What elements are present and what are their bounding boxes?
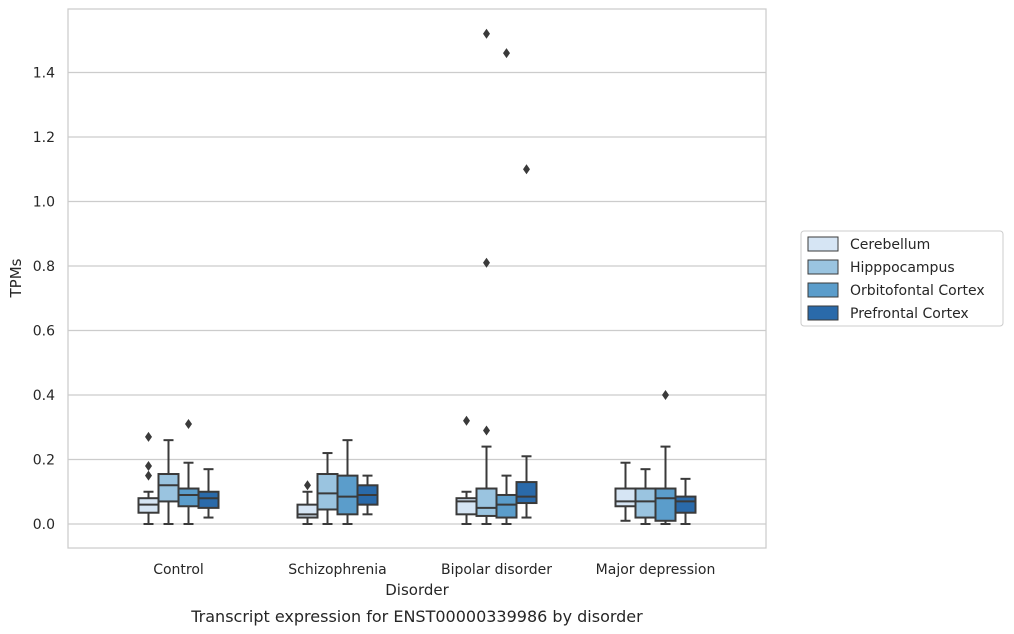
- outlier-point: [483, 28, 490, 39]
- box-iqr: [634, 487, 657, 519]
- outlier-point: [145, 460, 152, 471]
- y-tick-label: 1.0: [33, 195, 55, 211]
- legend-swatch: [807, 259, 839, 275]
- box-cerebellum: [455, 415, 478, 525]
- box-hipppocampus: [634, 468, 657, 525]
- x-axis-label: Disorder: [385, 581, 449, 599]
- box-iqr: [495, 493, 518, 519]
- box-iqr: [316, 473, 339, 511]
- y-tick-label: 0.4: [33, 388, 55, 404]
- box-cerebellum: [296, 480, 319, 525]
- y-tick-label: 0.2: [33, 453, 55, 469]
- box-cerebellum: [137, 431, 160, 525]
- box-iqr: [177, 487, 200, 508]
- y-tick-label: 1.2: [33, 130, 55, 146]
- chart-caption: Transcript expression for ENST0000033998…: [190, 607, 643, 626]
- box-hipppocampus: [157, 439, 180, 525]
- plot-frame: [67, 8, 767, 549]
- y-tick-label: 1.4: [33, 66, 55, 82]
- legend-entry: Orbitofontal Cortex: [850, 283, 985, 299]
- box-iqr: [475, 487, 498, 517]
- box-plot-groups: [137, 28, 697, 525]
- box-iqr: [515, 481, 538, 505]
- box-iqr: [654, 487, 677, 522]
- y-tick-labels: 0.0 0.2 0.4 0.6 0.8 1.0 1.2 1.4: [33, 66, 55, 534]
- box-orbitofontal-cortex: [495, 48, 518, 525]
- legend-swatch: [807, 305, 839, 321]
- y-tick-label: 0.0: [33, 517, 55, 533]
- box-iqr: [157, 473, 180, 503]
- box-cerebellum: [614, 461, 637, 522]
- x-tick-label: Major depression: [596, 562, 716, 578]
- box-iqr: [336, 474, 359, 516]
- x-tick-label: Schizophrenia: [288, 562, 386, 578]
- legend-entry: Prefrontal Cortex: [850, 306, 969, 322]
- y-axis-label: TPMs: [7, 258, 25, 298]
- outlier-point: [145, 470, 152, 481]
- legend-frame: [800, 230, 1004, 327]
- outlier-point: [523, 164, 530, 175]
- box-orbitofontal-cortex: [177, 419, 200, 525]
- box-iqr: [674, 495, 697, 514]
- legend-entry: Hipppocampus: [850, 260, 955, 276]
- box-orbitofontal-cortex: [336, 439, 359, 525]
- outlier-point: [662, 390, 669, 400]
- y-tick-label: 0.8: [33, 259, 55, 275]
- outlier-point: [503, 48, 510, 59]
- outlier-point: [145, 431, 152, 442]
- legend: Cerebellum Hipppocampus Orbitofontal Corte…: [800, 230, 1004, 327]
- box-hipppocampus: [316, 452, 339, 525]
- box-iqr: [197, 490, 220, 509]
- x-tick-label: Bipolar disorder: [441, 562, 552, 578]
- legend-swatch: [807, 236, 839, 252]
- outlier-point: [185, 419, 192, 430]
- box-orbitofontal-cortex: [654, 390, 677, 525]
- box-iqr: [614, 487, 637, 508]
- outlier-point: [463, 415, 470, 426]
- box-prefrontal-cortex: [197, 468, 220, 519]
- legend-swatch: [807, 282, 839, 298]
- x-tick-labels: Control Schizophrenia Bipolar disorder Majo…: [153, 562, 715, 578]
- x-tick-label: Control: [153, 562, 204, 578]
- y-tick-label: 0.6: [33, 324, 55, 340]
- box-prefrontal-cortex: [674, 477, 697, 525]
- box-iqr: [296, 503, 319, 519]
- box-prefrontal-cortex: [356, 474, 379, 516]
- outlier-point: [483, 257, 490, 268]
- legend-entry: Cerebellum: [850, 237, 930, 253]
- outlier-point: [483, 425, 490, 436]
- box-hipppocampus: [475, 28, 498, 525]
- box-prefrontal-cortex: [515, 164, 538, 519]
- outlier-point: [304, 480, 311, 491]
- grid-lines: [68, 71, 766, 525]
